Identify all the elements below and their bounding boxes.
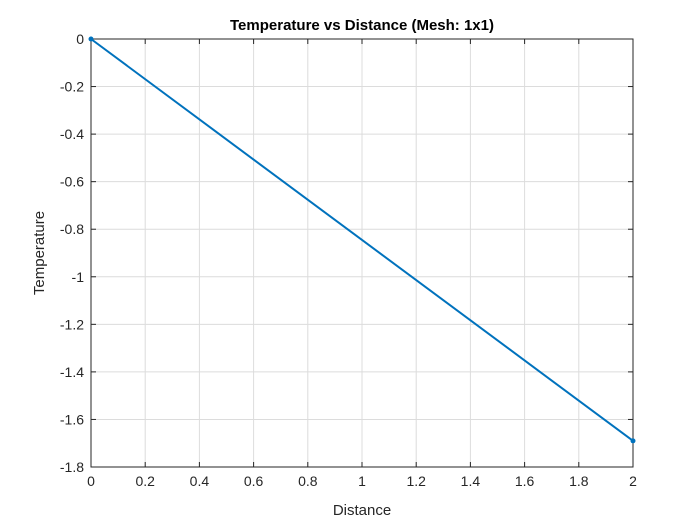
series-line xyxy=(90,38,634,442)
x-tick-label: 1 xyxy=(358,473,366,489)
y-tick-label: -1.2 xyxy=(60,316,84,332)
x-tick-label: 1.4 xyxy=(461,473,481,489)
y-tick-label: -0.2 xyxy=(60,79,84,95)
y-tick-label: -0.8 xyxy=(60,221,84,237)
x-tick-label: 0.8 xyxy=(298,473,318,489)
x-tick-label: 0.2 xyxy=(135,473,155,489)
y-tick-label: -1 xyxy=(72,269,85,285)
ticks: 0 0.2 0.4 0.6 0.8 1 1.2 1.4 1.6 1.8 2 0 -0.2 -0.4 -0.6… xyxy=(60,31,637,489)
x-tick-label: 0 xyxy=(87,473,95,489)
y-tick-label: -0.6 xyxy=(60,174,84,190)
x-tick-label: 2 xyxy=(629,473,637,489)
y-tick-label: 0 xyxy=(76,31,84,47)
chart-title: Temperature vs Distance (Mesh: 1x1) xyxy=(230,17,494,34)
x-tick-label: 1.6 xyxy=(515,473,535,489)
y-tick-label: -1.4 xyxy=(60,364,84,380)
series-layer xyxy=(88,36,636,444)
y-tick-label: -1.6 xyxy=(60,411,84,427)
x-tick-label: 1.2 xyxy=(406,473,426,489)
data-point xyxy=(88,36,94,42)
x-tick-label: 0.4 xyxy=(190,473,210,489)
y-tick-label: -1.8 xyxy=(60,459,84,475)
x-tick-label: 1.8 xyxy=(569,473,589,489)
x-axis-label: Distance xyxy=(333,502,391,519)
data-point xyxy=(630,438,636,444)
x-tick-label: 0.6 xyxy=(244,473,264,489)
y-tick-label: -0.4 xyxy=(60,126,84,142)
y-axis-label: Temperature xyxy=(31,211,48,295)
